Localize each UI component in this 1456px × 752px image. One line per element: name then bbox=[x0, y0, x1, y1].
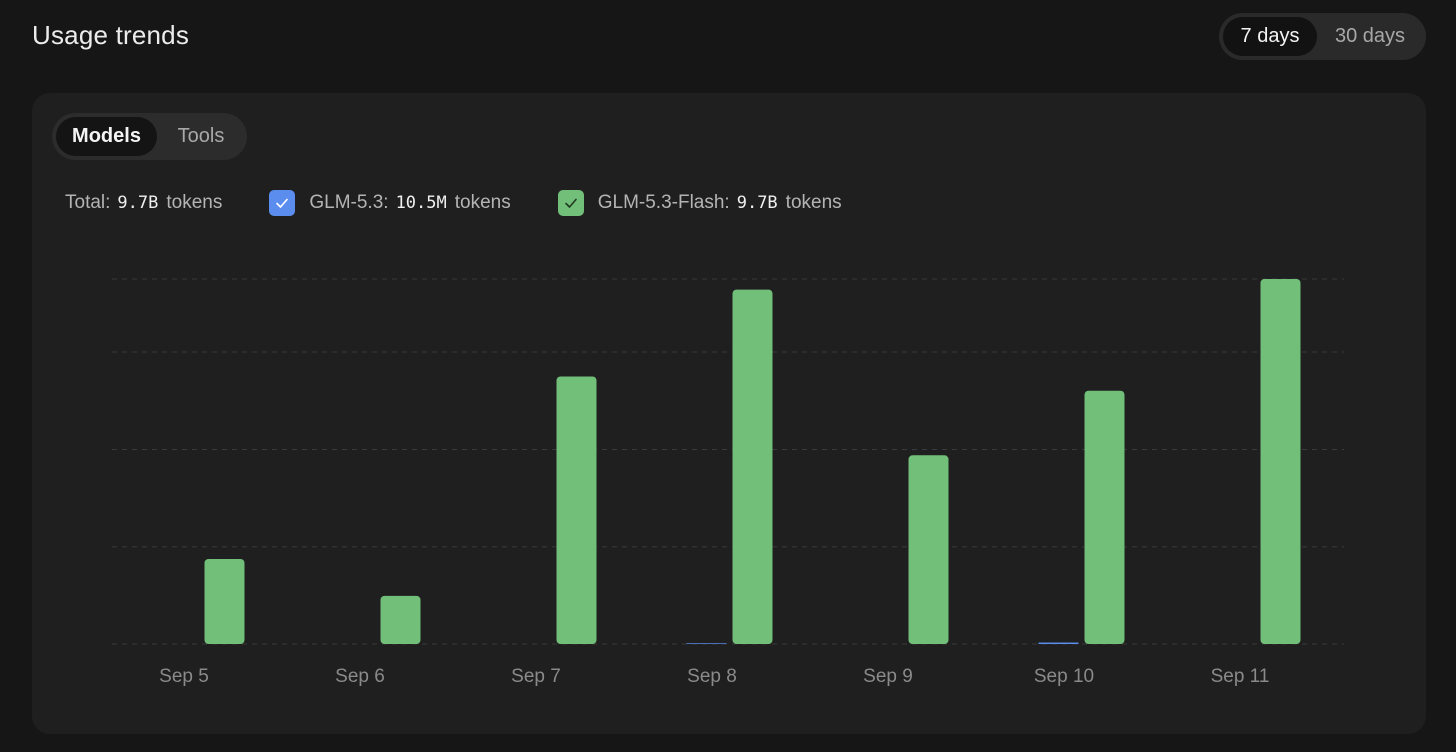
x-tick-label: Sep 7 bbox=[511, 666, 561, 687]
glm-5-3-flash-value: 9.7B bbox=[736, 193, 778, 213]
range-30-days-button[interactable]: 30 days bbox=[1334, 25, 1406, 47]
glm-5-3-value: 10.5M bbox=[395, 193, 447, 213]
bar-glm-5-3-flash bbox=[732, 289, 773, 644]
x-tick-label: Sep 8 bbox=[687, 666, 737, 687]
range-toggle: 7 days 30 days bbox=[1219, 13, 1426, 60]
x-tick-label: Sep 6 bbox=[335, 666, 385, 687]
legend-item-glm-5-3-flash[interactable]: GLM-5.3-Flash: 9.7B tokens bbox=[557, 190, 842, 216]
total-value: 9.7B bbox=[117, 193, 159, 213]
x-tick-label: Sep 10 bbox=[1034, 666, 1094, 687]
legend: Total: 9.7B tokens GLM-5.3: 10.5M tokens… bbox=[65, 188, 842, 218]
legend-item-glm-5-3[interactable]: GLM-5.3: 10.5M tokens bbox=[269, 190, 511, 216]
glm-5-3-flash-unit: tokens bbox=[785, 192, 842, 213]
check-icon bbox=[276, 198, 289, 208]
view-tabs: Models Tools bbox=[52, 113, 247, 160]
glm-5-3-flash-checkbox[interactable] bbox=[557, 190, 584, 216]
x-tick-label: Sep 9 bbox=[863, 666, 913, 687]
check-icon bbox=[564, 198, 577, 208]
bar-glm-5-3-flash bbox=[1084, 390, 1125, 644]
total-label: Total: bbox=[65, 192, 111, 213]
range-7-days-button[interactable]: 7 days bbox=[1223, 17, 1317, 56]
bar-glm-5-3-flash bbox=[204, 558, 245, 644]
page-title: Usage trends bbox=[32, 20, 190, 50]
glm-5-3-checkbox[interactable] bbox=[269, 190, 296, 216]
tab-tools[interactable]: Tools bbox=[177, 125, 225, 147]
x-tick-label: Sep 5 bbox=[159, 666, 209, 687]
bar-glm-5-3-flash bbox=[908, 455, 949, 644]
usage-card: Models Tools Total: 9.7B tokens GLM-5.3:… bbox=[32, 93, 1426, 734]
bar-glm-5-3-flash bbox=[1260, 279, 1301, 644]
total-unit: tokens bbox=[166, 192, 223, 213]
glm-5-3-unit: tokens bbox=[454, 192, 511, 213]
usage-bar-chart: Sep 5 Sep 6 Sep 7 Sep 8 Sep 9 Sep 10 Sep 11 bbox=[112, 278, 1344, 687]
bar-glm-5-3 bbox=[1038, 642, 1079, 644]
glm-5-3-name: GLM-5.3: bbox=[309, 192, 389, 213]
bar-glm-5-3 bbox=[686, 643, 727, 644]
x-tick-label: Sep 11 bbox=[1211, 666, 1270, 687]
glm-5-3-flash-name: GLM-5.3-Flash: bbox=[597, 192, 730, 213]
bar-glm-5-3-flash bbox=[556, 376, 597, 644]
tab-models[interactable]: Models bbox=[56, 117, 157, 156]
bar-glm-5-3-flash bbox=[380, 595, 421, 644]
